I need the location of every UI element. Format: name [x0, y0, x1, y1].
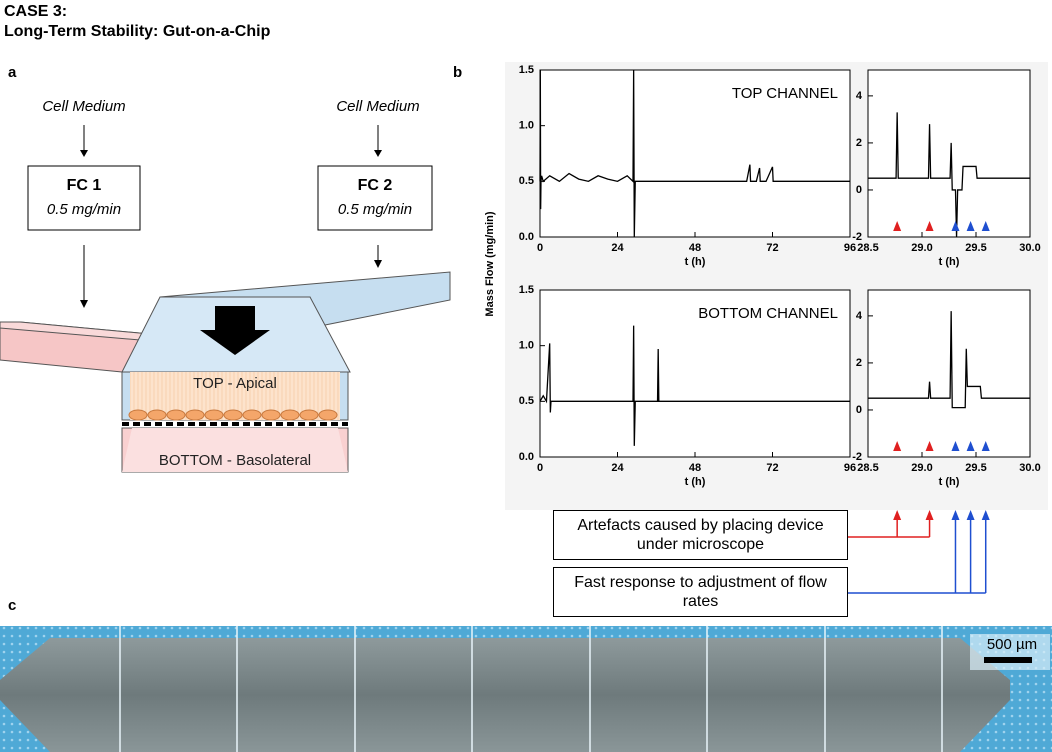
x-tick-label: 30.0	[1019, 242, 1040, 254]
controller-name: FC 1	[67, 177, 102, 194]
callout-arrowhead	[967, 510, 975, 520]
y-tick-label: 1.5	[519, 284, 534, 296]
x-tick-label: 29.0	[911, 462, 932, 474]
input-label: Cell Medium	[336, 98, 419, 115]
panel-label: a	[8, 64, 17, 81]
chip-diagram: Cell Medium Cell Medium FC 1 0.5 mg/min …	[0, 98, 450, 472]
panel-label: b	[453, 64, 462, 81]
arrowhead	[374, 150, 382, 157]
page: { "header": {"case": "CASE 3:", "title":…	[0, 0, 1052, 752]
callout: Artefacts caused by placing device under…	[553, 510, 848, 560]
callout-arrowhead	[926, 510, 934, 520]
x-tick-label: 72	[766, 242, 778, 254]
case-label: CASE 3:	[4, 3, 67, 20]
x-tick-label: 48	[689, 462, 701, 474]
panel-label: c	[8, 597, 16, 614]
callout-arrowhead	[982, 510, 990, 520]
x-tick-label: 0	[537, 242, 543, 254]
arrowhead	[374, 260, 382, 268]
x-tick-label: 24	[611, 242, 624, 254]
chart-annotation: BOTTOM CHANNEL	[698, 305, 838, 322]
x-axis-label: t (h)	[685, 476, 706, 488]
y-tick-label: 0.5	[519, 175, 534, 187]
y-tick-label: 2	[856, 137, 862, 149]
flow-rate: 0.5 mg/min	[338, 201, 412, 218]
x-tick-label: 29.5	[965, 242, 986, 254]
controller-name: FC 2	[358, 177, 393, 194]
y-axis-label: Mass Flow (mg/min)	[484, 211, 496, 316]
flow-rate: 0.5 mg/min	[47, 201, 121, 218]
y-tick-label: 2	[856, 357, 862, 369]
scale-bar-label: 500 µm	[987, 636, 1037, 653]
arrowhead	[80, 300, 88, 308]
x-tick-label: 30.0	[1019, 462, 1040, 474]
cell-layer	[129, 410, 337, 420]
plot-area	[868, 290, 1030, 457]
y-tick-label: 0.0	[519, 451, 534, 463]
y-tick-label: 0	[856, 184, 862, 196]
x-tick-label: 28.5	[857, 462, 878, 474]
x-tick-label: 28.5	[857, 242, 878, 254]
micrograph: 500 µm	[0, 626, 1052, 752]
input-label: Cell Medium	[42, 98, 125, 115]
chart-annotation: TOP CHANNEL	[732, 85, 838, 102]
x-tick-label: 29.5	[965, 462, 986, 474]
y-tick-label: 4	[856, 310, 863, 322]
figure: CASE 3: Long-Term Stability: Gut-on-a-Ch…	[0, 0, 1052, 752]
layer-label: BOTTOM - Basolateral	[159, 452, 311, 469]
x-tick-label: 24	[611, 462, 624, 474]
callout-arrowhead	[951, 510, 959, 520]
arrowhead	[80, 150, 88, 157]
channel	[0, 638, 1010, 752]
plot-area	[868, 70, 1030, 237]
flow-controller	[28, 166, 140, 230]
x-tick-label: 96	[844, 462, 856, 474]
x-axis-label: t (h)	[939, 256, 960, 268]
y-tick-label: 1.5	[519, 64, 534, 76]
callout: Fast response to adjustment of flow rate…	[553, 567, 848, 617]
y-tick-label: 1.0	[519, 340, 534, 352]
figure-title: Long-Term Stability: Gut-on-a-Chip	[4, 23, 271, 40]
layer-label: TOP - Apical	[193, 375, 277, 392]
y-tick-label: 0	[856, 404, 862, 416]
x-tick-label: 29.0	[911, 242, 932, 254]
x-axis-label: t (h)	[685, 256, 706, 268]
y-tick-label: 1.0	[519, 120, 534, 132]
scale-bar	[984, 657, 1032, 663]
x-axis-label: t (h)	[939, 476, 960, 488]
x-tick-label: 72	[766, 462, 778, 474]
y-tick-label: 0.5	[519, 395, 534, 407]
y-tick-label: 4	[856, 90, 863, 102]
x-tick-label: 48	[689, 242, 701, 254]
flow-controller	[318, 166, 432, 230]
y-tick-label: 0.0	[519, 231, 534, 243]
callout-arrowhead	[893, 510, 901, 520]
x-tick-label: 96	[844, 242, 856, 254]
x-tick-label: 0	[537, 462, 543, 474]
